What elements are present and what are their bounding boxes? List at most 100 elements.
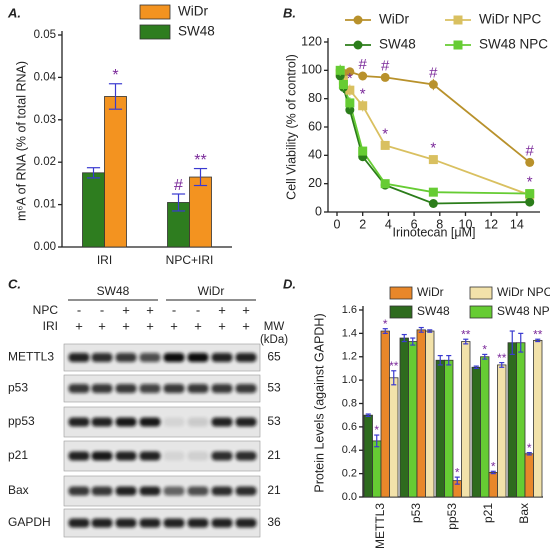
group-label: SW48 xyxy=(97,284,130,298)
blot-band xyxy=(187,486,209,496)
blot-band xyxy=(163,384,185,393)
protein-label: pp53 xyxy=(8,414,35,428)
blot-band xyxy=(139,353,161,362)
blot-band xyxy=(211,353,233,362)
panel-label: D. xyxy=(283,276,296,291)
mw-label: 21 xyxy=(267,483,281,497)
blot-band xyxy=(115,518,137,528)
protein-label: GAPDH xyxy=(8,515,51,529)
legend-label: SW48 xyxy=(379,37,416,52)
legend-label: WiDr xyxy=(417,285,444,299)
condition-sign: + xyxy=(98,318,106,333)
x-tick-label: Bax xyxy=(517,503,531,524)
significance-mark: ** xyxy=(533,327,543,341)
condition-sign: + xyxy=(122,318,130,333)
bar xyxy=(380,330,390,498)
error-bar xyxy=(374,434,380,448)
marker xyxy=(428,199,438,208)
blot-band xyxy=(187,353,209,362)
blot-band xyxy=(115,451,137,461)
legend-swatch xyxy=(139,4,171,20)
x-tick-label: METTL3 xyxy=(373,503,387,549)
mw-label: 53 xyxy=(267,414,281,428)
blot-band xyxy=(115,384,137,393)
significance-mark: # xyxy=(359,56,368,73)
bar xyxy=(533,339,543,498)
y-tick-label: 0.05 xyxy=(34,29,56,41)
blot-band xyxy=(235,486,257,496)
x-tick-label: 12 xyxy=(484,217,498,231)
blot-band xyxy=(235,417,257,427)
blot-band xyxy=(163,486,185,496)
marker xyxy=(428,155,438,165)
marker xyxy=(338,80,348,89)
condition-label: NPC xyxy=(33,303,59,317)
error-bar xyxy=(518,332,524,353)
condition-sign: + xyxy=(242,302,250,317)
condition-sign: + xyxy=(122,302,130,317)
condition-sign: - xyxy=(77,302,81,317)
blot-band xyxy=(91,486,113,496)
blot-band xyxy=(211,384,233,393)
significance-mark: * xyxy=(527,441,532,455)
blot-band xyxy=(91,353,113,362)
condition-sign: - xyxy=(196,302,200,317)
error-bar xyxy=(171,193,186,212)
mw-label: 53 xyxy=(267,381,281,395)
y-tick-label: 20 xyxy=(308,176,322,190)
panel-label: B. xyxy=(283,5,296,20)
blot-band xyxy=(139,486,161,496)
mw-header: (kDa) xyxy=(260,334,288,346)
protein-label: METTL3 xyxy=(8,350,54,364)
bar xyxy=(399,337,409,498)
blot-band xyxy=(91,451,113,461)
marker xyxy=(358,146,368,156)
legend-swatch xyxy=(389,286,413,300)
y-tick-label: 0.00 xyxy=(34,241,56,253)
significance-mark: ** xyxy=(497,351,507,365)
error-bar xyxy=(410,337,416,346)
marker xyxy=(335,65,345,75)
y-tick-label: 80 xyxy=(308,91,322,105)
error-bar xyxy=(509,330,515,356)
marker xyxy=(428,80,438,89)
marker xyxy=(358,101,368,111)
marker xyxy=(380,140,390,150)
blot-band xyxy=(163,451,185,461)
bar xyxy=(461,341,471,498)
y-tick-label: 120 xyxy=(301,34,322,48)
y-tick-label: 0.02 xyxy=(34,156,56,168)
significance-mark: * xyxy=(430,140,436,157)
blot-band xyxy=(163,353,185,362)
x-tick-label: p21 xyxy=(481,503,495,523)
x-tick-label: 2 xyxy=(359,217,366,231)
significance-mark: # xyxy=(174,177,183,194)
error-bar xyxy=(391,370,397,386)
bar xyxy=(425,330,435,498)
blot-band xyxy=(139,417,161,427)
blot-band xyxy=(139,518,161,528)
marker xyxy=(358,71,368,81)
legend-label: SW48 xyxy=(417,304,450,318)
error-bar xyxy=(108,83,123,110)
group-label: WiDr xyxy=(198,284,225,298)
y-tick-label: 0.03 xyxy=(34,114,56,126)
bar xyxy=(372,440,382,498)
y-tick-label: 40 xyxy=(308,148,322,162)
error-bar xyxy=(446,354,452,366)
bar xyxy=(82,172,105,248)
condition-sign: + xyxy=(218,318,226,333)
marker xyxy=(428,187,438,197)
legend-swatch xyxy=(469,305,493,319)
error-bar xyxy=(490,470,496,475)
significance-mark: * xyxy=(527,174,533,191)
marker xyxy=(525,189,535,199)
significance-mark: # xyxy=(381,57,390,74)
y-tick-label: 1.0 xyxy=(342,374,357,386)
mw-label: 36 xyxy=(267,515,281,529)
error-bar xyxy=(437,354,443,366)
blot-band xyxy=(139,451,161,461)
blot-band xyxy=(163,417,185,427)
marker xyxy=(345,85,355,95)
